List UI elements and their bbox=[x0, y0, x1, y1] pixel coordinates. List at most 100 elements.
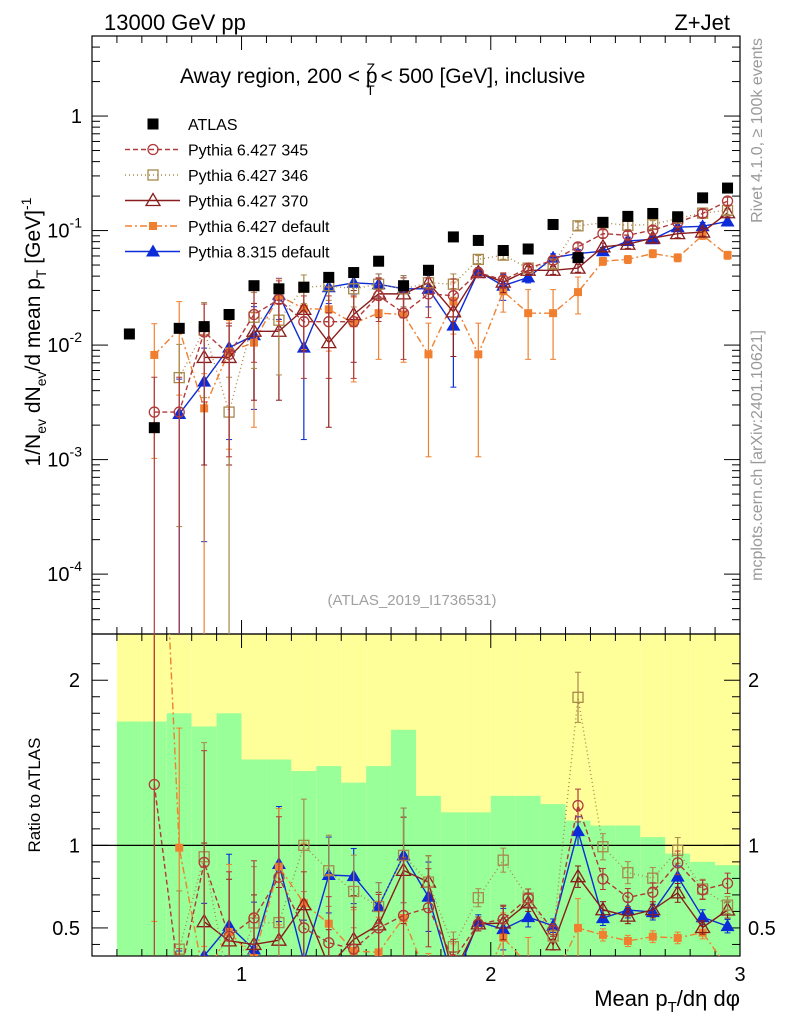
plot-title: Away region, 200 < pZ T < 500 [GeV], incl… bbox=[180, 60, 585, 98]
marker-point bbox=[673, 933, 682, 942]
marker-point bbox=[547, 924, 559, 936]
marker-point bbox=[597, 216, 609, 228]
marker-point bbox=[647, 886, 659, 898]
marker-point bbox=[323, 937, 335, 949]
marker-point bbox=[619, 235, 636, 250]
marker-point bbox=[323, 865, 335, 877]
ratio-panel-curves bbox=[148, 294, 736, 988]
legend-entry-p345: Pythia 6.427 345 bbox=[125, 143, 308, 160]
marker-point bbox=[298, 316, 310, 328]
marker-point bbox=[298, 922, 310, 934]
marker-point bbox=[694, 919, 711, 934]
marker-point bbox=[146, 244, 160, 257]
marker-point bbox=[472, 892, 484, 904]
marker-point bbox=[697, 192, 709, 204]
marker-point bbox=[446, 967, 460, 979]
marker-point bbox=[623, 936, 632, 945]
marker-point bbox=[397, 307, 410, 319]
series-line bbox=[204, 212, 728, 359]
ratio-y-tick-label-right: 0.5 bbox=[748, 918, 776, 940]
legend-label: Pythia 6.427 346 bbox=[188, 168, 308, 185]
marker-point bbox=[398, 280, 410, 292]
marker-point bbox=[148, 422, 160, 434]
marker-point bbox=[644, 901, 661, 916]
energy-label: 13000 GeV pp bbox=[104, 10, 246, 35]
x-tick-label: 2 bbox=[485, 964, 496, 986]
series-line bbox=[202, 828, 728, 956]
marker-point bbox=[474, 350, 483, 359]
marker-point bbox=[422, 288, 435, 300]
marker-point bbox=[549, 979, 557, 987]
marker-point bbox=[397, 909, 410, 922]
band-green-bin bbox=[515, 795, 541, 956]
marker-point bbox=[648, 932, 657, 941]
marker-point bbox=[223, 930, 235, 943]
marker-point bbox=[721, 877, 734, 889]
marker-point bbox=[144, 192, 162, 207]
series-line bbox=[154, 200, 728, 413]
marker-point bbox=[175, 843, 184, 852]
marker-point bbox=[198, 321, 210, 333]
y-tick-label: 10-4 bbox=[47, 558, 82, 586]
marker-point bbox=[323, 271, 335, 283]
marker-point bbox=[149, 222, 157, 230]
main-panel-curves bbox=[123, 182, 736, 634]
marker-point bbox=[719, 901, 736, 916]
marker-point bbox=[323, 316, 335, 328]
ratio-y-tick-label: 2 bbox=[69, 670, 80, 692]
marker-point bbox=[223, 308, 235, 320]
marker-point bbox=[720, 214, 735, 227]
marker-point bbox=[248, 308, 260, 321]
series-atlas bbox=[123, 182, 734, 434]
marker-point bbox=[622, 867, 634, 879]
ratio-y-tick-label: 1 bbox=[69, 835, 80, 857]
band-green-bin bbox=[465, 812, 491, 956]
marker-point bbox=[147, 169, 159, 181]
marker-point bbox=[497, 854, 509, 866]
marker-point bbox=[348, 316, 360, 328]
marker-point bbox=[648, 249, 657, 258]
marker-point bbox=[424, 976, 432, 984]
marker-point bbox=[724, 964, 732, 972]
marker-point bbox=[372, 290, 385, 302]
marker-point bbox=[623, 255, 632, 264]
marker-point bbox=[150, 350, 159, 359]
marker-point bbox=[522, 243, 534, 255]
marker-point bbox=[147, 143, 159, 156]
legend-entry-atlas: ATLAS bbox=[147, 117, 238, 134]
marker-point bbox=[322, 959, 336, 971]
series-line bbox=[168, 634, 721, 956]
marker-point bbox=[672, 857, 684, 869]
series-line bbox=[178, 209, 728, 415]
marker-point bbox=[147, 118, 159, 130]
marker-point bbox=[150, 294, 158, 302]
band-green-bin bbox=[690, 861, 716, 956]
marker-point bbox=[348, 267, 360, 279]
marker-point bbox=[198, 856, 210, 869]
marker-point bbox=[123, 328, 135, 340]
legend-entry-p8def: Pythia 8.315 default bbox=[125, 244, 330, 262]
marker-point bbox=[173, 406, 185, 418]
series-line bbox=[153, 234, 728, 411]
x-axis-label: Mean pT/dη dφ bbox=[594, 986, 740, 1016]
ratio-y-axis-label: Ratio to ATLAS bbox=[25, 738, 44, 853]
marker-point bbox=[524, 961, 532, 969]
legend-label: Pythia 8.315 default bbox=[188, 245, 330, 262]
marker-point bbox=[174, 975, 184, 985]
marker-point bbox=[644, 229, 661, 244]
marker-point bbox=[422, 902, 435, 914]
mcplots-source-label: mcplots.cern.ch [arXiv:2401.10621] bbox=[749, 330, 766, 581]
marker-point bbox=[298, 839, 310, 852]
marker-point bbox=[597, 873, 609, 885]
series-p345 bbox=[148, 634, 734, 985]
marker-point bbox=[547, 254, 559, 266]
marker-point bbox=[200, 975, 208, 983]
marker-point bbox=[446, 976, 460, 988]
marker-point bbox=[472, 253, 484, 266]
rivet-version-label: Rivet 4.1.0, ≥ 100k events bbox=[749, 38, 766, 223]
marker-point bbox=[695, 910, 710, 923]
marker-point bbox=[622, 229, 634, 241]
band-green-bin bbox=[116, 721, 142, 956]
marker-point bbox=[696, 207, 709, 220]
